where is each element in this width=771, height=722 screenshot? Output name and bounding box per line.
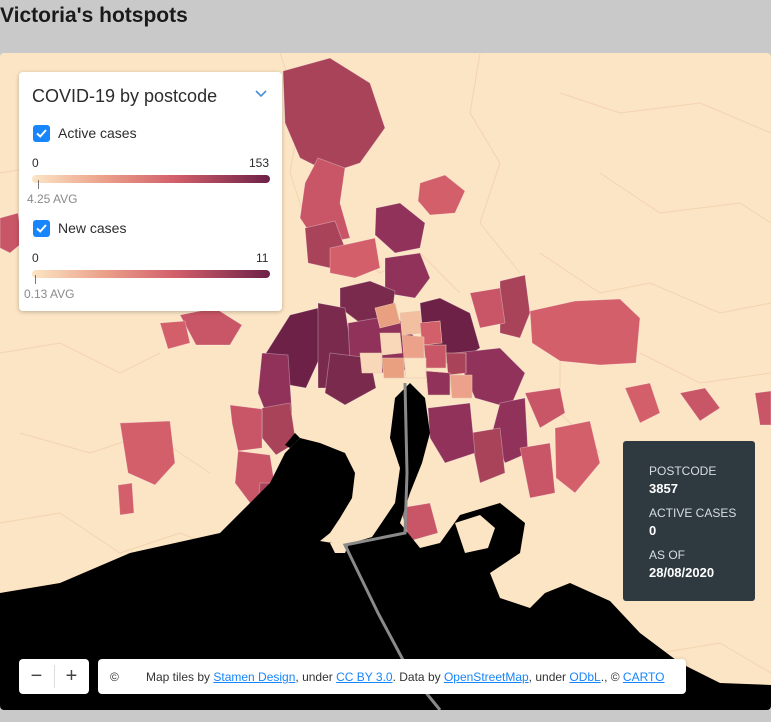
- map-attribution: © Map tiles by Stamen Design, under CC B…: [98, 659, 686, 694]
- zoom-divider: [54, 665, 55, 688]
- port-phillip-bay: [0, 383, 771, 710]
- active-cases-label: Active cases: [58, 125, 137, 141]
- tooltip-active-label: ACTIVE CASES: [649, 506, 737, 520]
- postcode-regions[interactable]: [0, 57, 771, 599]
- map-view[interactable]: COVID-19 by postcode Active cases 0 153 …: [0, 53, 771, 710]
- attribution-copyright: ©: [110, 670, 119, 684]
- stamen-design-link[interactable]: Stamen Design: [213, 670, 296, 684]
- attribution-text-4: , under: [528, 670, 570, 684]
- openstreetmap-link[interactable]: OpenStreetMap: [443, 670, 529, 684]
- choropleth-map[interactable]: [0, 53, 771, 710]
- new-cases-avg: 0.13 AVG: [24, 287, 75, 301]
- attribution-text-5: ., ©: [600, 670, 623, 684]
- zoom-out-button[interactable]: −: [30, 665, 43, 687]
- attribution-text-2: , under: [295, 670, 337, 684]
- carto-link[interactable]: CARTO: [622, 670, 665, 684]
- zoom-in-button[interactable]: +: [65, 665, 78, 687]
- new-cases-checkbox[interactable]: [33, 220, 50, 237]
- odbl-link[interactable]: ODbL: [569, 670, 601, 684]
- checkmark-icon: [36, 224, 47, 233]
- attribution-text-3: . Data by: [392, 670, 444, 684]
- active-cases-avg-marker: [38, 180, 39, 189]
- tooltip-asof-value: 28/08/2020: [649, 565, 715, 580]
- active-cases-min: 0: [32, 156, 39, 170]
- checkmark-icon: [36, 129, 47, 138]
- active-cases-color-scale: [32, 175, 270, 183]
- new-cases-min: 0: [32, 251, 39, 265]
- postcode-tooltip: POSTCODE 3857 ACTIVE CASES 0 AS OF 28/08…: [623, 441, 755, 601]
- new-cases-avg-marker: [35, 275, 36, 284]
- new-cases-max: 11: [256, 251, 269, 265]
- inner-city-postcodes[interactable]: [359, 302, 473, 399]
- zoom-controls: − +: [19, 659, 89, 694]
- active-cases-checkbox[interactable]: [33, 125, 50, 142]
- active-cases-max: 153: [249, 156, 270, 170]
- tooltip-active-value: 0: [649, 523, 657, 538]
- attribution-text-1: Map tiles by: [146, 670, 214, 684]
- chevron-down-icon[interactable]: [253, 86, 269, 100]
- cc-by-link[interactable]: CC BY 3.0: [336, 670, 393, 684]
- new-cases-label: New cases: [58, 220, 127, 236]
- tooltip-postcode-label: POSTCODE: [649, 464, 717, 478]
- page-title: Victoria's hotspots: [0, 4, 188, 27]
- tooltip-asof-label: AS OF: [649, 548, 686, 562]
- new-cases-color-scale: [32, 270, 270, 278]
- tooltip-postcode-value: 3857: [649, 481, 678, 496]
- legend-title: COVID-19 by postcode: [32, 86, 218, 106]
- attribution-text: Map tiles by Stamen Design, under CC BY …: [146, 670, 665, 684]
- legend-panel: COVID-19 by postcode Active cases 0 153 …: [19, 72, 282, 311]
- active-cases-avg: 4.25 AVG: [27, 192, 78, 206]
